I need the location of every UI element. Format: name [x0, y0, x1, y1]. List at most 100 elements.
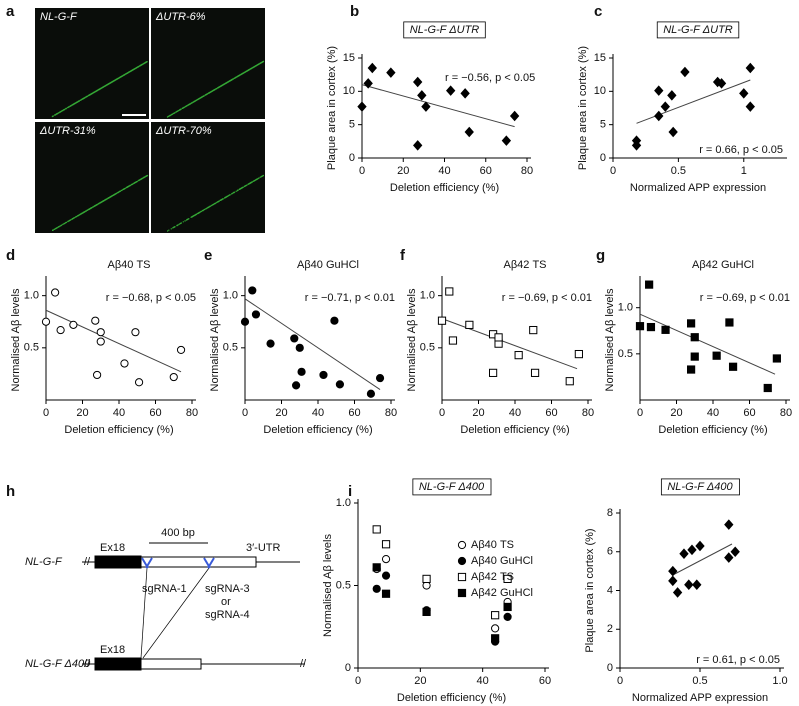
point [668, 575, 678, 587]
point [290, 334, 299, 343]
exon [94, 555, 142, 569]
y-axis-label: Plaque area in cortex (%) [584, 528, 596, 652]
point [514, 351, 523, 360]
point [489, 368, 498, 377]
point [491, 624, 500, 633]
point [292, 381, 301, 390]
x-axis-label: Deletion efficiency (%) [390, 182, 499, 194]
point [739, 88, 749, 99]
y-tick-label: 0 [600, 152, 606, 164]
point [646, 322, 656, 332]
x-tick-label: 20 [414, 675, 426, 687]
chart: 0 0.5 1.0 0 20 40 60 Deletion efficiency (%) Nor… [322, 478, 551, 704]
break: // [300, 658, 307, 670]
panel-a: NL-G-F ΔUTR-6% ΔUTR-31% ΔUTR-70% [35, 8, 265, 233]
chart-title: NL-G-F Δ400 [419, 481, 485, 493]
y-axis-label: Normalised Aβ levels [322, 534, 334, 637]
point [730, 546, 740, 558]
x-tick-label: 60 [545, 407, 557, 419]
point [51, 288, 60, 297]
exon-label: Ex18 [100, 542, 125, 554]
point [248, 286, 257, 295]
legend-label: Aβ40 GuHCl [471, 555, 533, 567]
chart: 0 2 4 6 8 0 0.5 1.0 Normalized APP expression Pla… [584, 478, 788, 704]
point [335, 380, 344, 389]
chart-title: NL-G-F ΔUTR [663, 24, 733, 36]
point [668, 126, 678, 138]
fit-line [636, 79, 751, 124]
x-tick-label: 1 [741, 165, 747, 177]
chart: 0.5 1.0 0 20 40 60 80 Deletion efficiency (%) No… [10, 259, 198, 436]
point [631, 140, 642, 151]
x-axis-label: Deletion efficiency (%) [658, 424, 767, 436]
point [41, 317, 51, 326]
x-tick-label: 0 [359, 165, 365, 177]
chart-title: Aβ42 GuHCl [692, 259, 754, 271]
point [654, 110, 664, 122]
x-tick-label: 80 [385, 407, 397, 419]
annotation: r = −0.71, p < 0.01 [305, 292, 395, 304]
y-axis-label: Normalised Aβ levels [10, 288, 22, 391]
y-axis-label: Plaque area in cortex (%) [577, 46, 589, 170]
point [491, 634, 500, 643]
image-label: ΔUTR-31% [39, 125, 96, 137]
point [668, 565, 678, 577]
point [295, 343, 304, 352]
point [494, 333, 503, 342]
x-axis-label: Normalized APP expression [630, 182, 766, 194]
point [745, 62, 755, 74]
point [319, 370, 328, 380]
title-box [656, 21, 740, 39]
micrograph-texture [51, 61, 148, 118]
x-tick-label: 40 [477, 675, 489, 687]
panel-label: g [596, 247, 605, 264]
point [413, 76, 423, 88]
connector [142, 567, 210, 659]
chart: 0.5 1.0 0 20 40 60 80 Deletion efficiency (%) No… [406, 259, 594, 436]
point [372, 525, 381, 534]
point [169, 372, 178, 382]
annotation: r = −0.68, p < 0.05 [106, 292, 196, 304]
x-tick-label: 40 [312, 407, 324, 419]
point [503, 574, 512, 583]
y-tick-label: 1.0 [223, 290, 238, 302]
image-label: NL-G-F [40, 11, 78, 23]
point [176, 345, 186, 355]
x-tick-label: 80 [780, 407, 792, 419]
point [724, 519, 734, 530]
x-axis-label: Normalized APP expression [632, 692, 768, 704]
point [690, 352, 699, 361]
exon [94, 657, 142, 671]
break: // [84, 556, 91, 568]
x-tick-label: 80 [186, 407, 198, 419]
y-tick-label: 15 [343, 52, 355, 64]
connector [140, 567, 148, 659]
chart-title: NL-G-F ΔUTR [410, 24, 480, 36]
y-tick-label: 0.5 [618, 348, 633, 360]
x-tick-label: 20 [76, 407, 88, 419]
point [381, 555, 391, 564]
micrograph [35, 122, 149, 233]
point [386, 67, 396, 78]
panel-label: h [6, 483, 15, 500]
guide-label: sgRNA-3 [205, 583, 250, 595]
micrograph-texture [52, 174, 149, 231]
annotation: r = 0.61, p < 0.05 [696, 654, 780, 666]
micrograph-texture [166, 60, 265, 118]
title-box [403, 21, 486, 39]
x-axis-label: Deletion efficiency (%) [64, 424, 173, 436]
guide-label: sgRNA-4 [205, 609, 250, 621]
point [772, 354, 781, 363]
x-tick-label: 60 [480, 165, 492, 177]
point [357, 101, 367, 112]
panel-label: i [348, 483, 352, 500]
guide-label: sgRNA-1 [142, 583, 187, 595]
panel-label: d [6, 247, 15, 264]
legend-marker [457, 588, 467, 598]
point [654, 85, 664, 96]
point [437, 316, 447, 325]
point [134, 378, 144, 387]
utr-box [140, 658, 202, 670]
x-tick-label: 20 [275, 407, 287, 419]
